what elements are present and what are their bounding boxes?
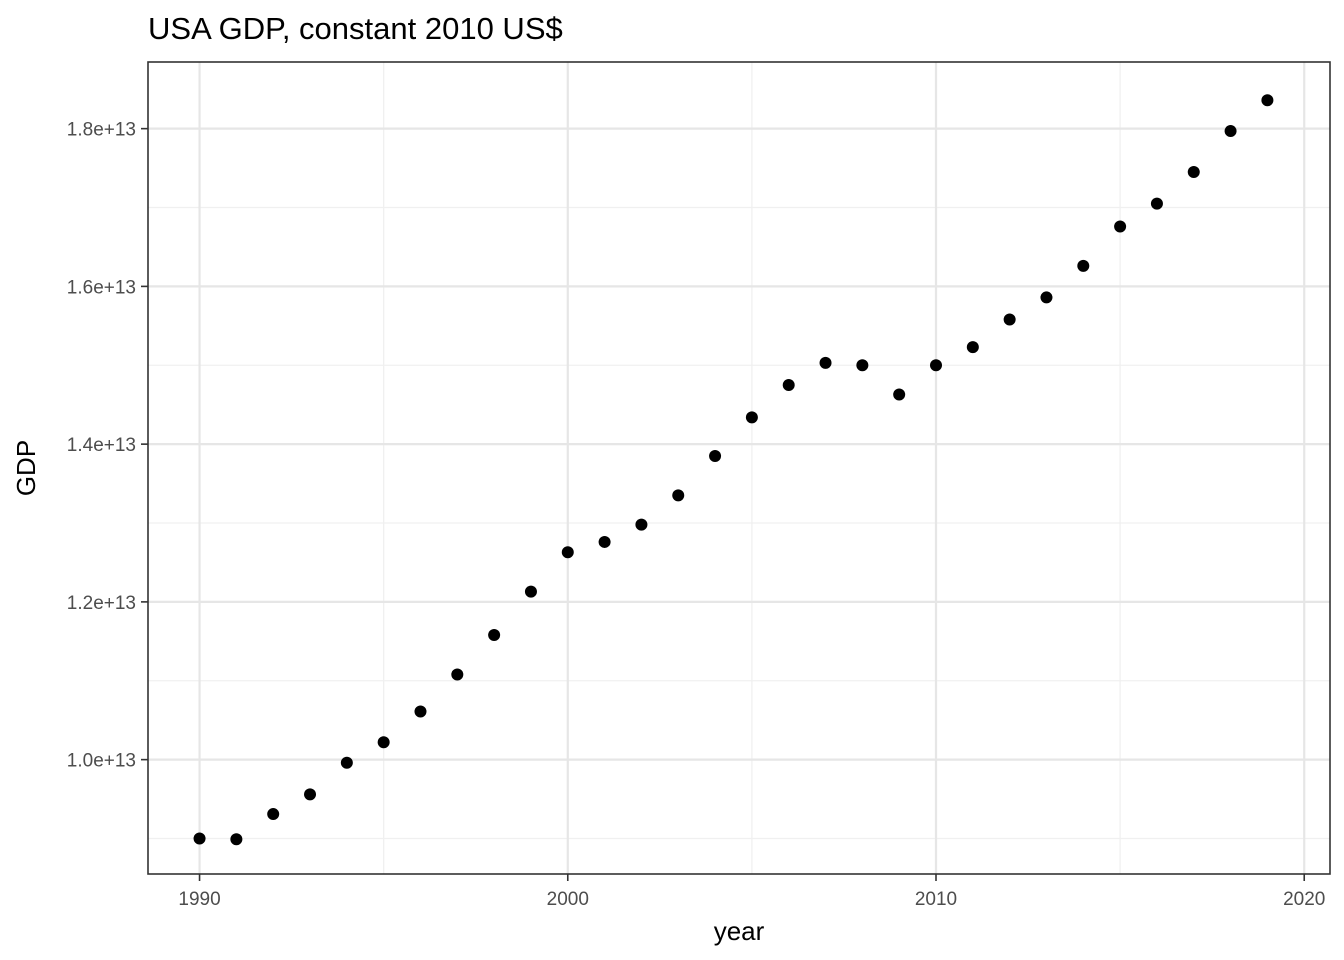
plot-panel-border [147, 61, 1331, 875]
major-gridlines-y [148, 127, 1330, 761]
data-point [193, 832, 206, 845]
x-axis-ticks: 1990 2000 2010 2020 [178, 874, 1325, 910]
data-point [598, 535, 611, 548]
data-point [230, 833, 243, 846]
data-point [856, 359, 869, 372]
data-point [635, 518, 648, 531]
y-tick-label: 1.6e+13 [67, 277, 136, 298]
y-axis-title: GDP [11, 440, 41, 496]
data-point [1150, 197, 1163, 210]
data-point [1040, 291, 1053, 304]
x-tick-label: 2010 [915, 889, 957, 910]
data-point [819, 356, 832, 369]
data-point [488, 629, 501, 642]
y-tick-label: 1.2e+13 [67, 593, 136, 614]
data-points [193, 94, 1274, 846]
data-point [782, 378, 795, 391]
data-point [709, 449, 722, 462]
y-axis-ticks: 1.0e+13 1.2e+13 1.4e+13 1.6e+13 1.8e+13 [67, 120, 148, 772]
y-tick-label: 1.8e+13 [67, 120, 136, 141]
y-tick-label: 1.4e+13 [67, 435, 136, 456]
chart-title: USA GDP, constant 2010 US$ [148, 11, 563, 46]
data-point [930, 359, 942, 372]
data-point [1003, 313, 1016, 326]
data-point [1261, 94, 1274, 107]
data-point [1187, 166, 1200, 179]
x-tick-label: 1990 [178, 889, 220, 910]
x-axis-title: year [714, 916, 765, 946]
data-point [340, 756, 353, 769]
data-point [414, 705, 427, 718]
data-point [451, 668, 464, 681]
data-point [672, 489, 685, 502]
major-gridlines-x [198, 62, 1306, 874]
x-tick-label: 2000 [547, 889, 589, 910]
data-point [1077, 259, 1090, 272]
data-point [966, 341, 979, 354]
data-point [524, 585, 537, 598]
minor-gridlines-x [383, 62, 1121, 874]
data-point [745, 411, 758, 424]
data-point [267, 808, 280, 821]
data-point [893, 388, 906, 401]
y-tick-label: 1.0e+13 [67, 751, 136, 772]
data-point [1114, 220, 1127, 233]
data-point [1224, 125, 1237, 138]
data-point [561, 546, 574, 559]
x-tick-label: 2020 [1283, 889, 1325, 910]
minor-gridlines-y [148, 206, 1330, 840]
data-point [377, 736, 390, 749]
data-point [304, 788, 317, 801]
